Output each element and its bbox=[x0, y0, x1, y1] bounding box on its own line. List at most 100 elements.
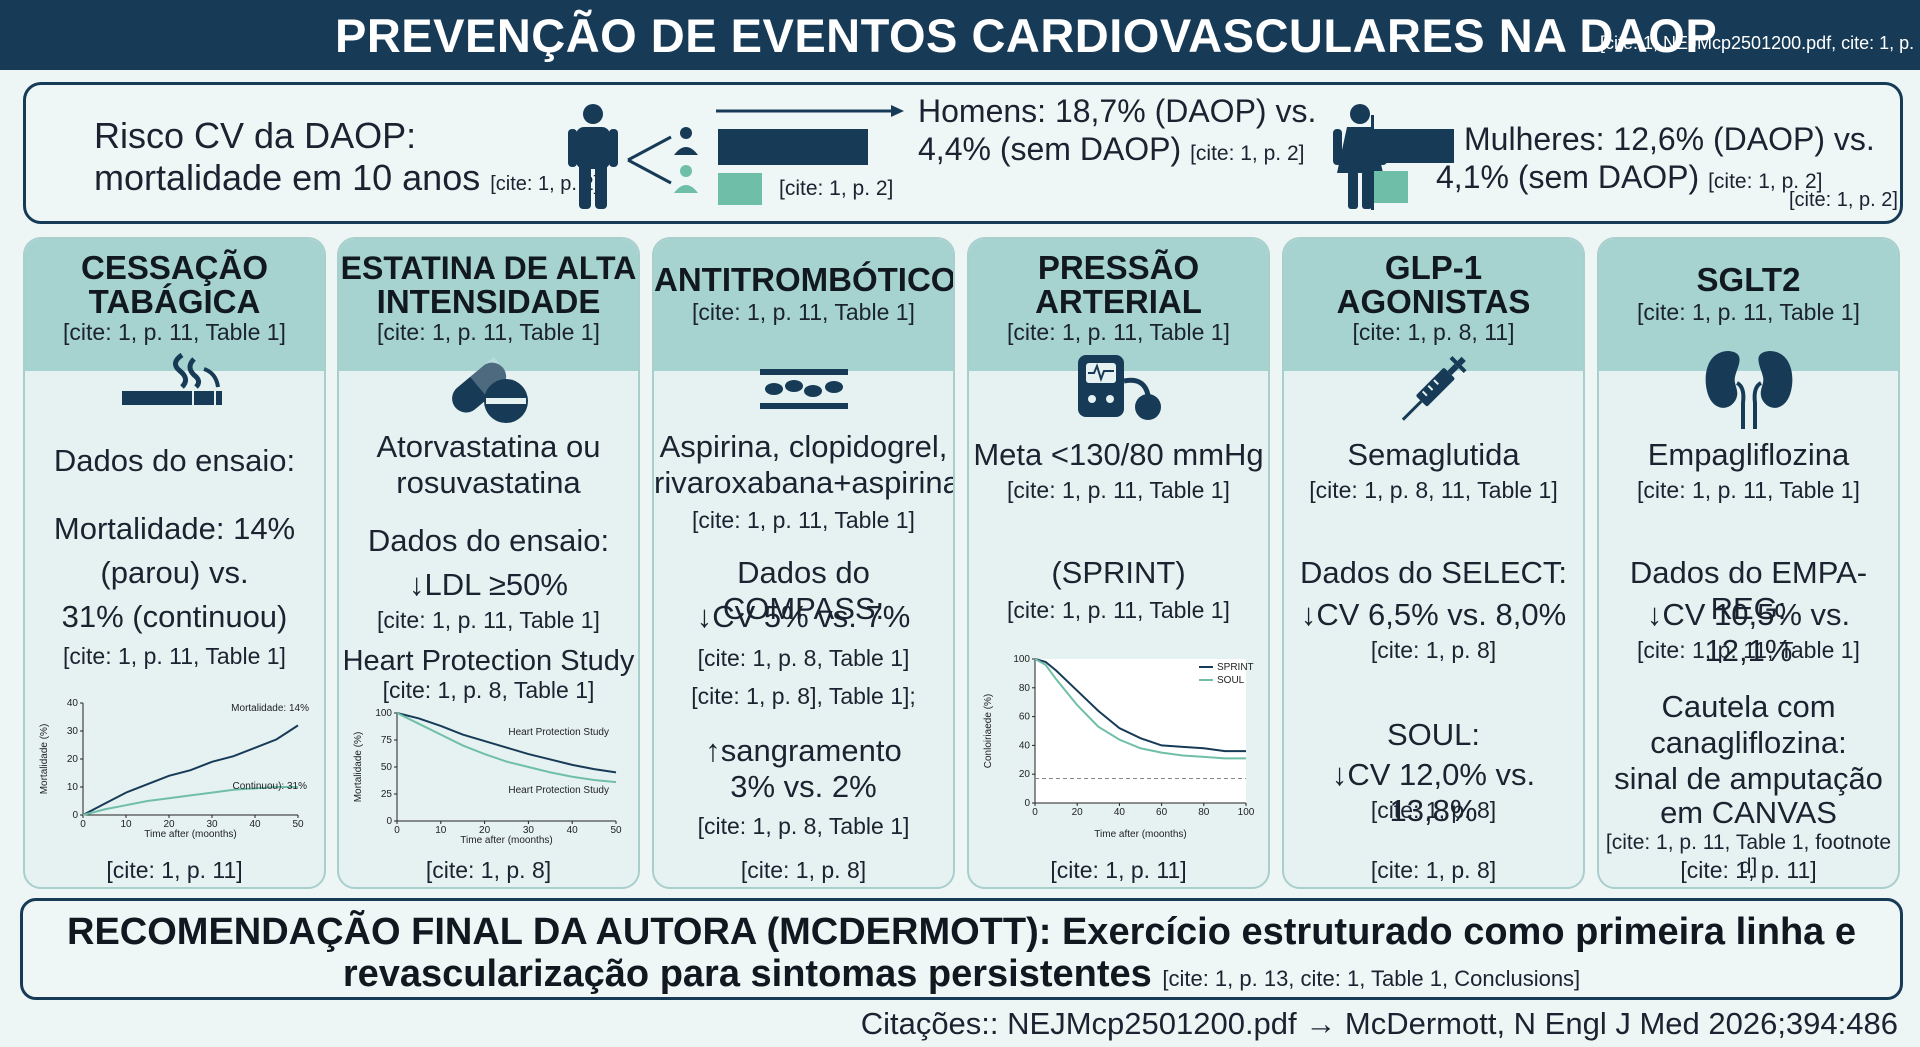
x-tick-label: 0 bbox=[394, 825, 400, 836]
women-daop-bar bbox=[1374, 129, 1454, 163]
card-cite: [cite: 1, p. 11, Table 1] bbox=[1007, 597, 1230, 623]
title-bar: PREVENÇÃO DE EVENTOS CARDIOVASCULARES NA… bbox=[0, 0, 1920, 70]
y-tick-label: 0 bbox=[72, 810, 78, 821]
x-tick-label: 10 bbox=[435, 825, 447, 836]
series-line bbox=[82, 724, 299, 816]
blood-pressure-monitor-icon bbox=[1077, 355, 1161, 420]
x-axis-label: Time after (moonths) bbox=[1094, 829, 1186, 839]
page-title: PREVENÇÃO DE EVENTOS CARDIOVASCULARES NA… bbox=[335, 9, 1718, 62]
card-title: SGLT2 bbox=[1696, 261, 1801, 298]
card-text: ↑sangramento bbox=[705, 733, 902, 768]
men-line2: 4,4% (sem DAOP) [cite: 1, p. 2] bbox=[918, 131, 1305, 167]
card-text: ↓CV 12,0% vs. 13,8% bbox=[1331, 757, 1536, 828]
risk-title-cite: [cite: 1, p. 2] bbox=[490, 173, 600, 195]
x-tick-label: 20 bbox=[163, 819, 175, 830]
y-tick-label: 10 bbox=[67, 782, 79, 793]
card-glp1: GLP-1 AGONISTAS [cite: 1, p. 8, 11] Sema… bbox=[1282, 237, 1585, 889]
y-tick-label: 0 bbox=[386, 816, 392, 827]
card-cite: [cite: 1, p. 11, Table 1] bbox=[377, 607, 600, 633]
card-title: ARTERIAL bbox=[1035, 283, 1202, 320]
card-text: Cautela com bbox=[1661, 689, 1836, 724]
card-cite: [cite: 1, p. 8, Table 1] bbox=[697, 813, 910, 839]
men-daop-bar bbox=[718, 129, 868, 165]
card-text: Semaglutida bbox=[1347, 437, 1520, 472]
card-antithrombotic: ANTITROMBÓTICO [cite: 1, p. 11, Table 1]… bbox=[652, 237, 955, 889]
x-tick-label: 40 bbox=[1114, 807, 1126, 818]
risk-title: Risco CV da DAOP: mortalidade em 10 anos… bbox=[94, 115, 599, 205]
card-cite: [cite: 1, p. 11, Table 1] bbox=[1637, 637, 1860, 663]
series-line bbox=[396, 712, 617, 784]
card-text: Dados do COMPASS: bbox=[722, 555, 885, 626]
card-cite: [cite: 1, p. 8], Table 1]; bbox=[691, 683, 916, 709]
card-cite: [cite: 1, p. 11, Table 1] bbox=[63, 643, 286, 669]
card-bottom-cite: [cite: 1, p. 8] bbox=[425, 857, 552, 883]
x-tick-label: 20 bbox=[479, 825, 491, 836]
card-text: em CANVAS bbox=[1660, 795, 1837, 830]
y-tick-label: 75 bbox=[381, 735, 393, 746]
series-line bbox=[1034, 658, 1246, 753]
card-text: Empagliflozina bbox=[1647, 437, 1850, 472]
men-bar-cite: [cite: 1, p. 2] bbox=[779, 177, 894, 200]
women-axis bbox=[1371, 115, 1374, 210]
card-cite: [cite: 1, p. 8, 11, Table 1] bbox=[1309, 477, 1558, 503]
card-text: rivaroxabana+aspirina bbox=[654, 465, 955, 500]
series-label: Continuou): 31% bbox=[233, 781, 308, 792]
card-text: Meta <130/80 mmHg bbox=[973, 437, 1264, 472]
risk-panel: Risco CV da DAOP: mortalidade em 10 anos… bbox=[23, 82, 1903, 224]
series-line bbox=[396, 712, 617, 774]
card-text: rosuvastatina bbox=[396, 465, 581, 500]
card-title: CESSAÇÃO bbox=[80, 249, 269, 286]
card-bottom-cite: [cite: 1, p. 8] bbox=[1370, 857, 1497, 883]
x-tick-label: 40 bbox=[249, 819, 261, 830]
card-text: canagliflozina: bbox=[1650, 725, 1847, 760]
card-text: ↓CV 10,5% vs. 12,1% bbox=[1646, 597, 1851, 668]
card-smoking-cessation: CESSAÇÃO TABÁGICA [cite: 1, p. 11, Table… bbox=[23, 237, 326, 889]
pill-icon bbox=[451, 356, 528, 423]
card-bottom-cite: [cite: 1, p. 11] bbox=[1680, 857, 1817, 883]
title-cite: [cite: 1, NEJMcp2501200.pdf, cite: 1, p.… bbox=[1600, 33, 1920, 53]
y-axis-label: Mortalidade (%) bbox=[39, 724, 50, 795]
card-text: Heart Protection Study bbox=[342, 645, 635, 677]
man-figure-icon bbox=[568, 104, 618, 209]
women-no-daop-bar bbox=[1374, 171, 1408, 203]
risk-title-line1: Risco CV da DAOP: bbox=[94, 115, 417, 156]
x-tick-label: 50 bbox=[610, 825, 622, 836]
card-text: ↓LDL ≥50% bbox=[409, 567, 568, 602]
y-tick-label: 40 bbox=[67, 698, 79, 709]
women-cite2: [cite: 1, p. 2] bbox=[1789, 189, 1898, 211]
card-cite: [cite: 1, p. 11, Table 1] bbox=[1007, 477, 1230, 503]
x-tick-label: 30 bbox=[206, 819, 218, 830]
mortality-chart: 0 10 20 30 40 50 0 10 20 30 40 Time after (moonths)… bbox=[39, 698, 309, 839]
risk-title-line2: mortalidade em 10 anos bbox=[94, 157, 481, 198]
series-label: Heart Protection Study bbox=[508, 785, 609, 796]
series-label: Heart Protection Study bbox=[508, 727, 609, 738]
card-text: Dados do ensaio: bbox=[367, 523, 610, 558]
x-tick-label: 80 bbox=[1198, 807, 1210, 818]
card-cite: [cite: 1, p. 11, Table 1] bbox=[377, 319, 600, 345]
card-text: ↓CV 6,5% vs. 8,0% bbox=[1300, 597, 1567, 632]
blood-cells-icon bbox=[759, 369, 848, 409]
card-text: ↓CV 5% vs. 7% bbox=[696, 599, 911, 634]
women-line2: 4,1% (sem DAOP) [cite: 1, p. 2] bbox=[1436, 159, 1823, 195]
card-text: Dados do EMPA-REG: bbox=[1629, 555, 1868, 626]
legend-entry: SPRINT bbox=[1217, 662, 1254, 673]
card-title: TABÁGICA bbox=[88, 283, 261, 320]
recommendation-cite: [cite: 1, p. 13, cite: 1, Table 1, Concl… bbox=[1162, 966, 1581, 991]
y-axis-label: Conloiriaede (%) bbox=[983, 694, 994, 768]
card-text: 31% (continuou) bbox=[61, 599, 288, 634]
card-title: GLP-1 bbox=[1384, 249, 1483, 286]
cigarette-icon bbox=[121, 352, 222, 405]
y-tick-label: 40 bbox=[1019, 740, 1031, 751]
recommendation-line1: RECOMENDAÇÃO FINAL DA AUTORA (MCDERMOTT)… bbox=[67, 911, 1856, 953]
y-tick-label: 60 bbox=[1019, 712, 1031, 723]
x-axis-label: Time after (moonths) bbox=[144, 829, 236, 839]
card-title: AGONISTAS bbox=[1336, 283, 1531, 320]
card-cite: [cite: 1, p. 11, Table 1] bbox=[1637, 477, 1860, 503]
footer-citation: Citações:: NEJMcp2501200.pdf → McDermott… bbox=[860, 1006, 1898, 1041]
card-cite: [cite: 1, p. 8, Table 1] bbox=[697, 645, 910, 671]
card-text: (parou) vs. bbox=[100, 555, 249, 590]
card-text: Mortalidade: 14% bbox=[53, 511, 296, 546]
x-axis-label: Time after (moonths) bbox=[460, 835, 552, 845]
series-line bbox=[1034, 658, 1246, 760]
y-tick-label: 20 bbox=[67, 754, 79, 765]
